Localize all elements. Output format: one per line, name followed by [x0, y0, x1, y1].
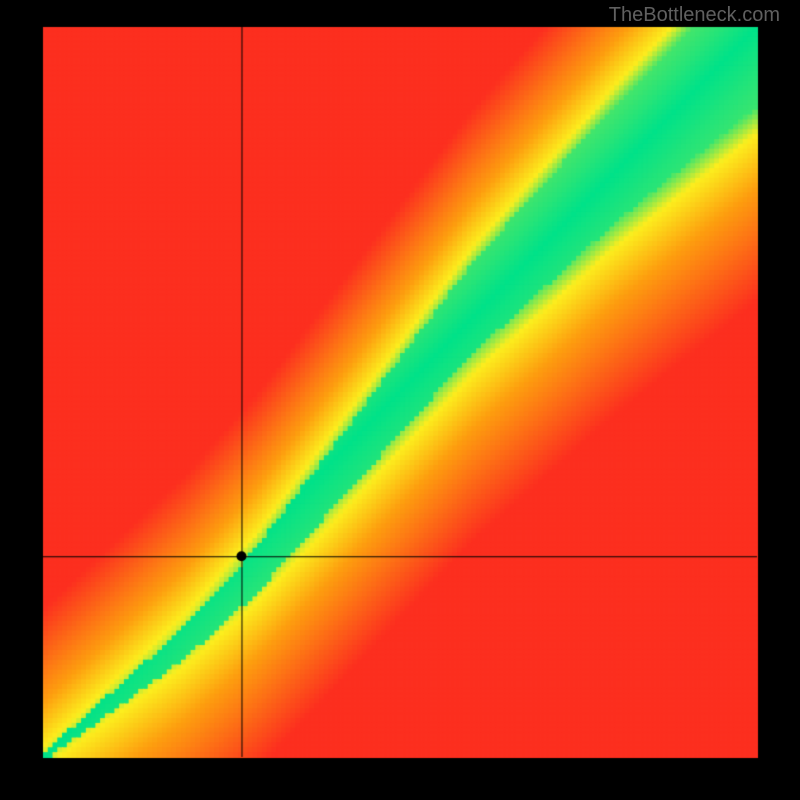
bottleneck-heatmap: [0, 0, 800, 800]
watermark-text: TheBottleneck.com: [609, 4, 780, 27]
bottleneck-chart-container: TheBottleneck.com: [0, 0, 800, 800]
